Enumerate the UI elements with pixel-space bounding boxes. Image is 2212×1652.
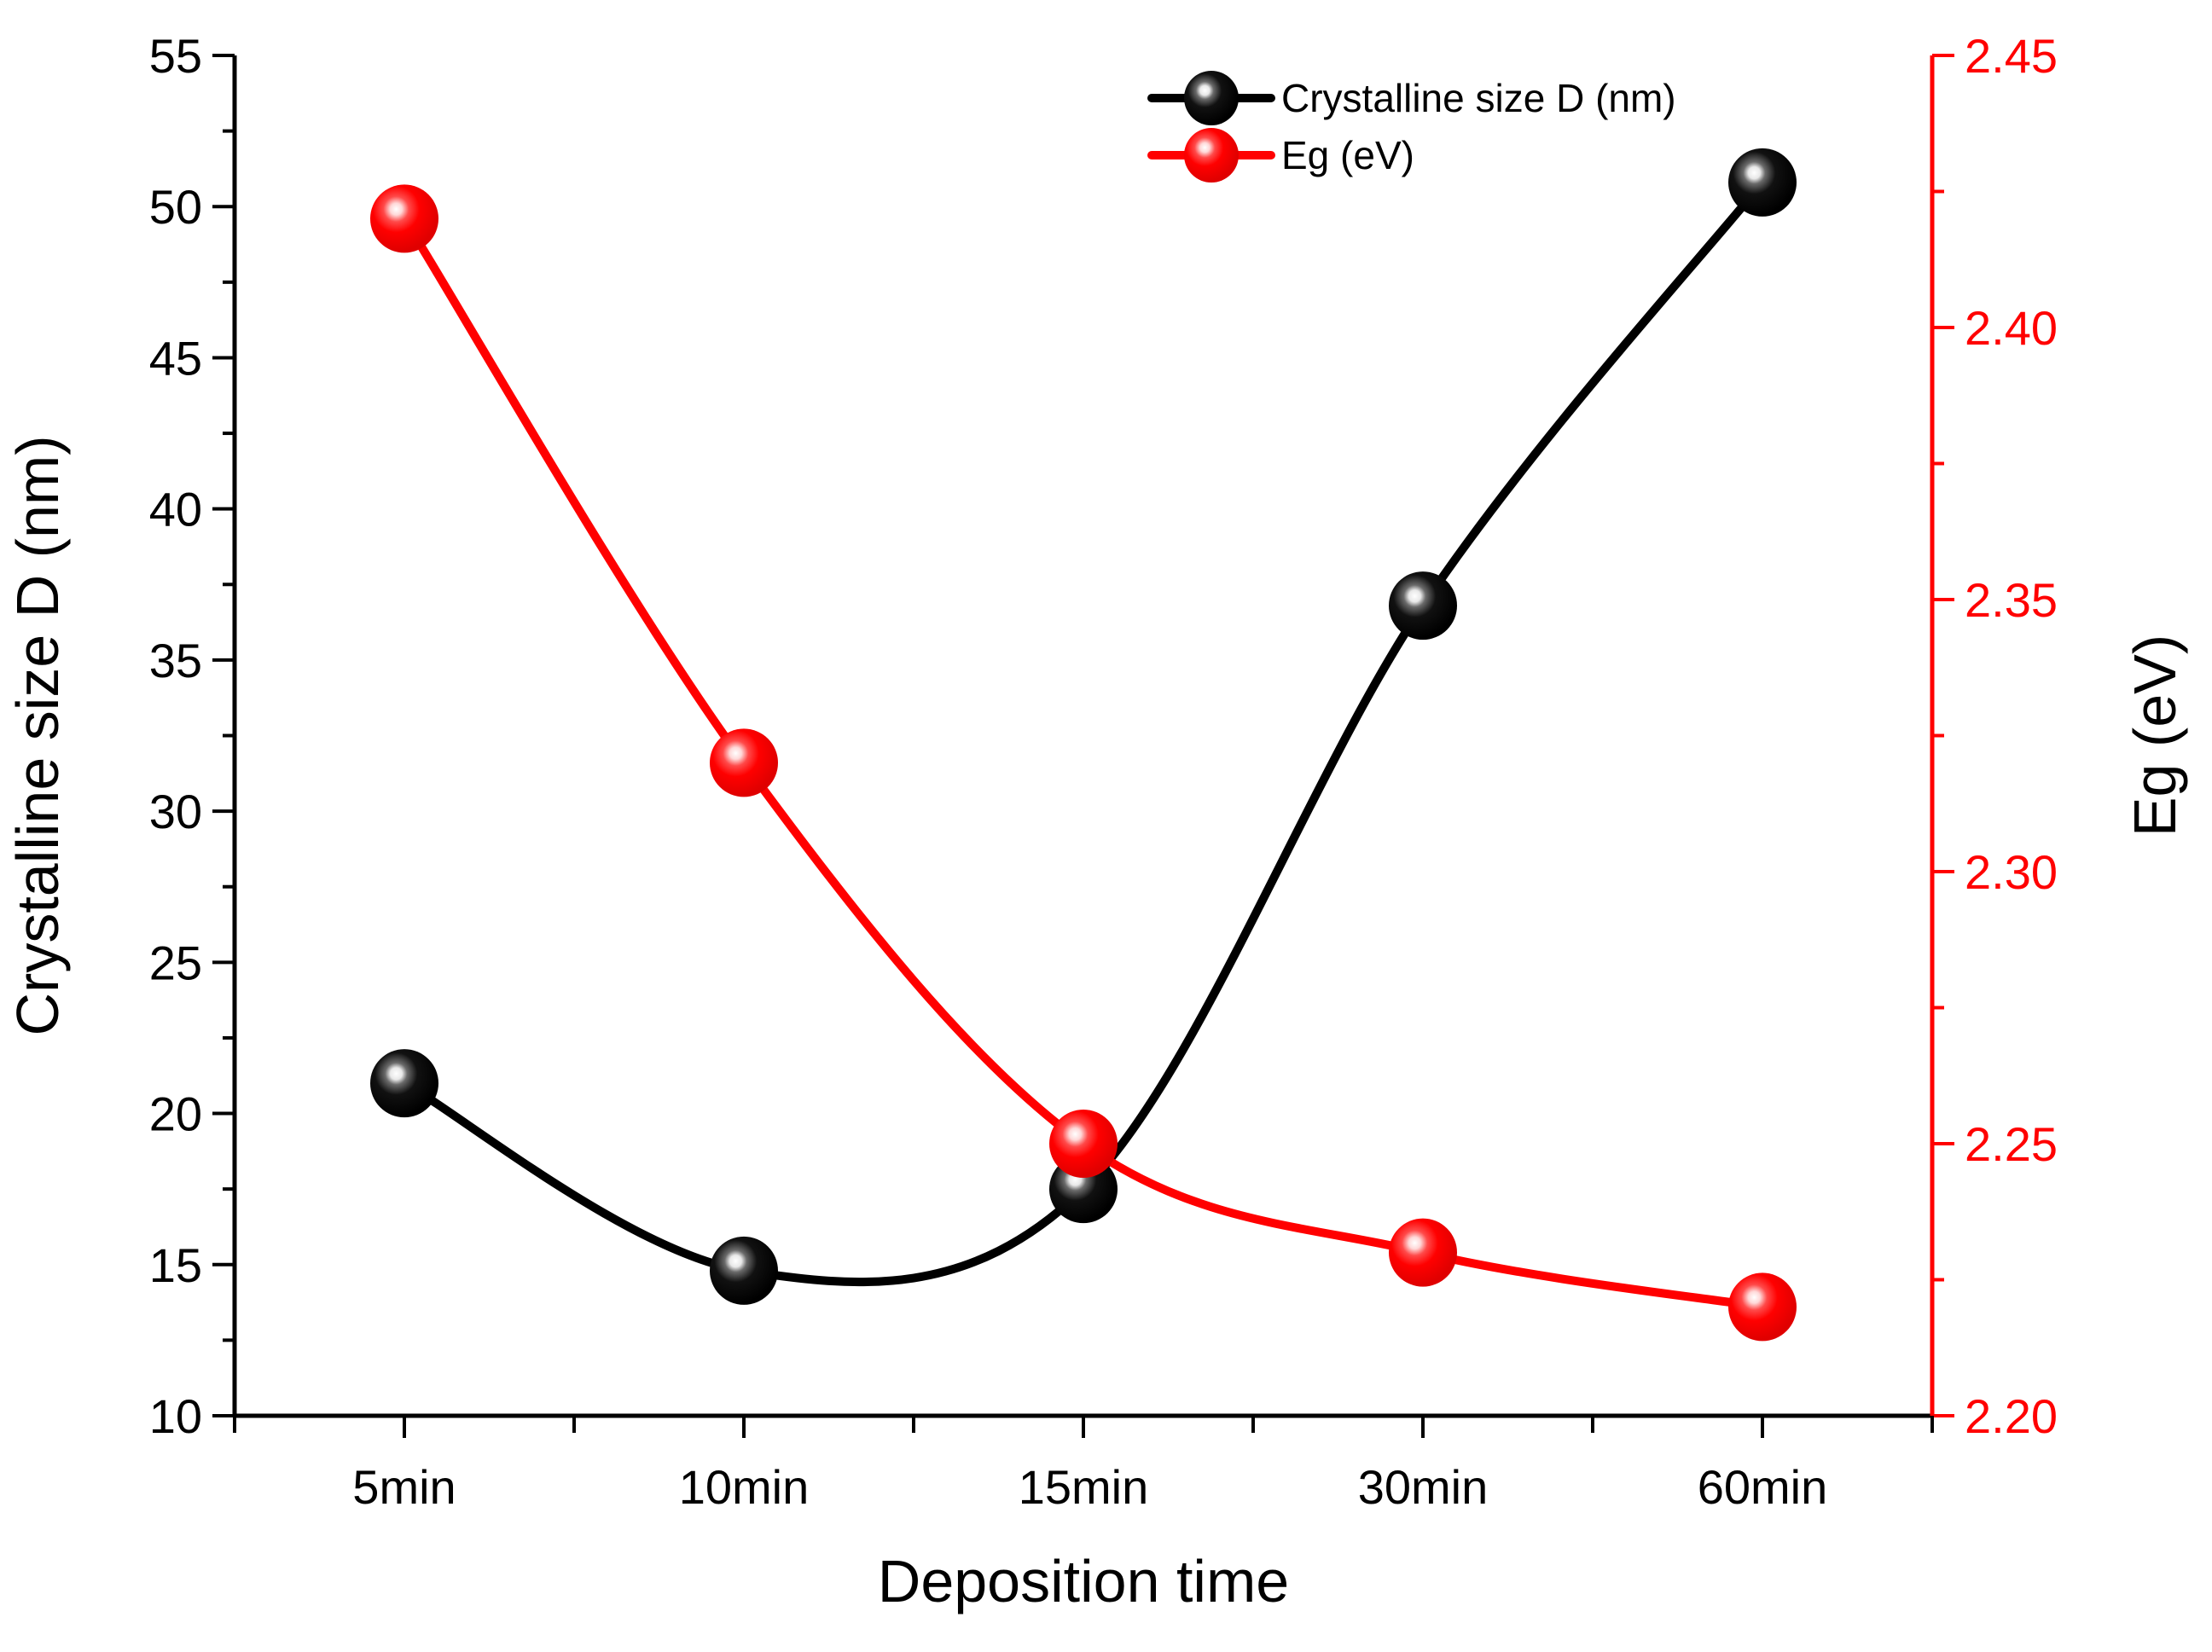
- eg-point: [370, 184, 438, 253]
- x-tick-label: 60min: [1698, 1460, 1828, 1514]
- y-axis-right-title: Eg (eV): [2122, 635, 2188, 837]
- legend-crystalline-marker: [1184, 71, 1239, 125]
- y-left-tick-label: 50: [149, 180, 202, 234]
- y-left-tick-label: 30: [149, 785, 202, 838]
- y-left-tick-label: 20: [149, 1087, 202, 1141]
- y-axis-left-title: Crystalline size D (nm): [4, 436, 71, 1036]
- eg-point: [1728, 1272, 1797, 1342]
- y-left-tick-label: 45: [149, 331, 202, 385]
- x-axis-title: Deposition time: [878, 1548, 1289, 1614]
- y-left-tick-label: 55: [149, 29, 202, 83]
- y-right-tick-label: 2.35: [1965, 573, 2058, 627]
- crystalline-size-point: [370, 1049, 438, 1118]
- x-tick-label: 15min: [1019, 1460, 1149, 1514]
- legend-eg-label: Eg (eV): [1281, 133, 1414, 177]
- eg-point: [1389, 1218, 1457, 1287]
- y-right-tick-label: 2.45: [1965, 29, 2058, 83]
- eg-point: [1049, 1110, 1118, 1178]
- y-left-tick-label: 15: [149, 1238, 202, 1292]
- x-tick-label: 10min: [679, 1460, 810, 1514]
- eg-point: [710, 728, 778, 797]
- y-right-tick-label: 2.25: [1965, 1117, 2058, 1171]
- y-right-tick-label: 2.40: [1965, 301, 2058, 355]
- crystalline-size-point: [1389, 571, 1457, 641]
- x-tick-label: 5min: [352, 1460, 456, 1514]
- legend-crystalline-label: Crystalline size D (nm): [1281, 76, 1676, 120]
- crystalline-size-point: [710, 1236, 778, 1305]
- crystalline-size-point: [1728, 148, 1797, 217]
- eg-line: [400, 214, 1767, 1312]
- y-right-tick-label: 2.30: [1965, 845, 2058, 899]
- y-left-tick-label: 25: [149, 936, 202, 989]
- y-right-tick-label: 2.20: [1965, 1389, 2058, 1443]
- crystalline-size-line: [400, 177, 1767, 1287]
- x-tick-label: 30min: [1358, 1460, 1489, 1514]
- y-left-tick-label: 35: [149, 634, 202, 687]
- y-left-tick-label: 10: [149, 1389, 202, 1443]
- legend-eg-marker: [1184, 128, 1239, 183]
- y-left-tick-label: 40: [149, 483, 202, 536]
